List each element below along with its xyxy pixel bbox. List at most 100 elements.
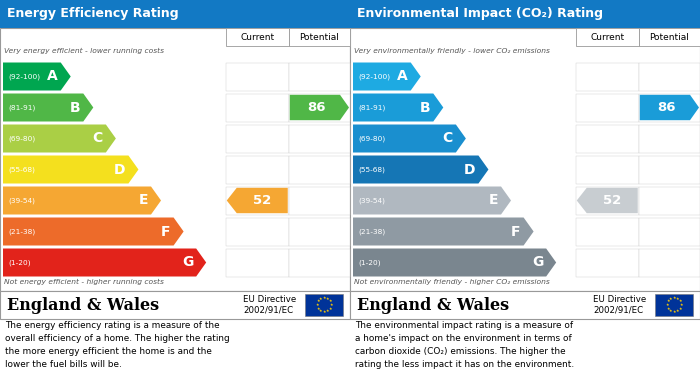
Bar: [575, 28, 638, 46]
Polygon shape: [353, 63, 421, 90]
Polygon shape: [353, 93, 443, 122]
Bar: [225, 124, 288, 152]
Bar: [225, 156, 288, 183]
Bar: [655, 294, 693, 316]
Text: ★: ★: [322, 310, 326, 314]
Text: Current: Current: [590, 32, 624, 41]
Text: (92-100): (92-100): [8, 73, 40, 80]
Bar: [638, 249, 700, 276]
Bar: [575, 187, 638, 215]
Bar: [288, 187, 350, 215]
Text: ★: ★: [322, 296, 326, 300]
Text: ★: ★: [676, 309, 680, 313]
Polygon shape: [353, 124, 466, 152]
Text: Potential: Potential: [650, 32, 690, 41]
Text: ★: ★: [328, 300, 332, 303]
Text: (55-68): (55-68): [358, 166, 385, 173]
Text: ★: ★: [668, 309, 672, 313]
Text: (81-91): (81-91): [8, 104, 36, 111]
Text: ★: ★: [318, 309, 322, 313]
Bar: [288, 156, 350, 183]
Polygon shape: [353, 187, 511, 215]
Text: (21-38): (21-38): [8, 228, 35, 235]
Bar: [0, 0, 350, 28]
Polygon shape: [227, 188, 288, 213]
Text: 86: 86: [307, 101, 326, 114]
Text: 52: 52: [603, 194, 622, 207]
Bar: [225, 63, 288, 90]
Bar: [0, 291, 350, 319]
Text: ★: ★: [666, 307, 670, 310]
Polygon shape: [3, 63, 71, 90]
Text: (81-91): (81-91): [358, 104, 386, 111]
Text: A: A: [397, 70, 407, 84]
Text: Not energy efficient - higher running costs: Not energy efficient - higher running co…: [4, 279, 164, 285]
Bar: [638, 156, 700, 183]
Text: E: E: [139, 194, 148, 208]
Polygon shape: [353, 156, 489, 183]
Text: Very energy efficient - lower running costs: Very energy efficient - lower running co…: [4, 48, 164, 54]
Bar: [225, 187, 288, 215]
Bar: [638, 187, 700, 215]
Polygon shape: [3, 124, 116, 152]
Polygon shape: [3, 93, 93, 122]
Text: (92-100): (92-100): [358, 73, 390, 80]
Text: Not environmentally friendly - higher CO₂ emissions: Not environmentally friendly - higher CO…: [354, 279, 550, 285]
Bar: [288, 217, 350, 246]
Bar: [638, 93, 700, 122]
Text: ★: ★: [316, 307, 320, 310]
Bar: [350, 28, 700, 291]
Polygon shape: [3, 156, 139, 183]
Text: B: B: [70, 100, 80, 115]
Text: EU Directive
2002/91/EC: EU Directive 2002/91/EC: [244, 295, 297, 315]
Text: E: E: [489, 194, 498, 208]
Bar: [350, 0, 700, 28]
Polygon shape: [3, 187, 161, 215]
Text: (21-38): (21-38): [358, 228, 385, 235]
Bar: [575, 217, 638, 246]
Bar: [575, 249, 638, 276]
Polygon shape: [577, 188, 638, 213]
Bar: [288, 249, 350, 276]
Polygon shape: [353, 249, 556, 276]
Bar: [225, 249, 288, 276]
Text: ★: ★: [665, 303, 668, 307]
Bar: [575, 63, 638, 90]
Text: ★: ★: [668, 297, 672, 301]
Text: ★: ★: [328, 307, 332, 310]
Text: England & Wales: England & Wales: [7, 296, 159, 314]
Polygon shape: [3, 249, 206, 276]
Text: ★: ★: [680, 303, 683, 307]
Text: 52: 52: [253, 194, 272, 207]
Text: The environmental impact rating is a measure of
a home's impact on the environme: The environmental impact rating is a mea…: [355, 321, 574, 369]
Text: B: B: [420, 100, 430, 115]
Text: ★: ★: [666, 300, 670, 303]
Text: (69-80): (69-80): [8, 135, 35, 142]
Bar: [225, 217, 288, 246]
Text: D: D: [114, 163, 125, 176]
Text: EU Directive
2002/91/EC: EU Directive 2002/91/EC: [594, 295, 647, 315]
Bar: [575, 124, 638, 152]
Text: (1-20): (1-20): [358, 259, 381, 266]
Bar: [288, 93, 350, 122]
Text: ★: ★: [672, 310, 676, 314]
Text: (39-54): (39-54): [358, 197, 385, 204]
Text: Energy Efficiency Rating: Energy Efficiency Rating: [7, 7, 178, 20]
Text: ★: ★: [318, 297, 322, 301]
Text: G: G: [532, 255, 543, 269]
Text: C: C: [442, 131, 453, 145]
Text: C: C: [92, 131, 103, 145]
Text: (39-54): (39-54): [8, 197, 35, 204]
Bar: [0, 28, 350, 291]
Text: Current: Current: [240, 32, 274, 41]
Polygon shape: [290, 95, 349, 120]
Polygon shape: [353, 217, 533, 246]
Text: (1-20): (1-20): [8, 259, 31, 266]
Bar: [638, 217, 700, 246]
Polygon shape: [640, 95, 699, 120]
Bar: [288, 63, 350, 90]
Text: ★: ★: [326, 297, 330, 301]
Bar: [225, 93, 288, 122]
Polygon shape: [3, 217, 183, 246]
Text: ★: ★: [678, 307, 682, 310]
